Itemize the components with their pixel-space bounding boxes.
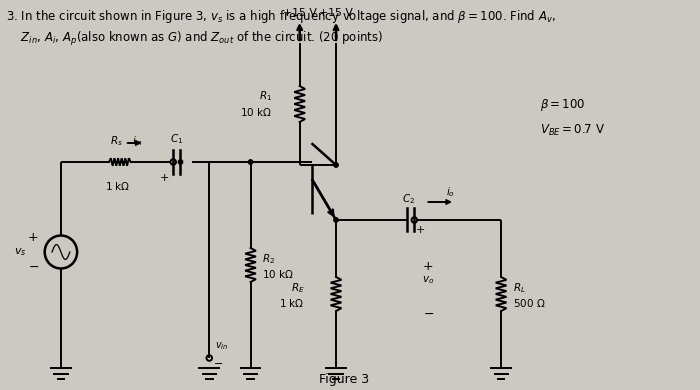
Circle shape xyxy=(334,218,338,222)
Text: 1 k$\Omega$: 1 k$\Omega$ xyxy=(105,180,131,192)
Text: $R_E$: $R_E$ xyxy=(290,281,304,295)
Text: $Z_{in}$, $A_i$, $A_p$(also known as $G$) and $Z_{out}$ of the circuit. (20 poin: $Z_{in}$, $A_i$, $A_p$(also known as $G$… xyxy=(6,30,383,48)
Circle shape xyxy=(248,160,253,164)
Text: $i_o$: $i_o$ xyxy=(445,185,454,199)
Text: $\beta =100$: $\beta =100$ xyxy=(540,97,586,113)
Text: +: + xyxy=(28,232,38,245)
Text: $i_{in}$: $i_{in}$ xyxy=(132,134,143,148)
Text: 500 $\Omega$: 500 $\Omega$ xyxy=(513,297,545,309)
Text: $V_{BE} =0.7$ V: $V_{BE} =0.7$ V xyxy=(540,122,606,138)
Text: $v_o$: $v_o$ xyxy=(422,274,435,286)
Text: $R_2$: $R_2$ xyxy=(262,252,275,266)
Text: 1 k$\Omega$: 1 k$\Omega$ xyxy=(279,297,304,309)
Text: $R_1$: $R_1$ xyxy=(259,89,272,103)
Text: +: + xyxy=(423,259,434,273)
Text: +15 V: +15 V xyxy=(319,8,353,18)
Text: +: + xyxy=(416,225,425,235)
Text: $v_s$: $v_s$ xyxy=(14,246,27,258)
Text: $-$: $-$ xyxy=(214,357,223,367)
Text: $-$: $-$ xyxy=(28,259,39,273)
Text: 10 k$\Omega$: 10 k$\Omega$ xyxy=(240,106,272,118)
Text: +15 V: +15 V xyxy=(283,8,316,18)
Circle shape xyxy=(334,163,338,167)
Text: 3. In the circuit shown in Figure 3, $v_s$ is a high frequency voltage signal, a: 3. In the circuit shown in Figure 3, $v_… xyxy=(6,8,556,25)
Text: $C_1$: $C_1$ xyxy=(170,132,183,146)
Text: $C_2$: $C_2$ xyxy=(402,192,415,206)
Text: $-$: $-$ xyxy=(423,307,434,319)
Text: $v_{in}$: $v_{in}$ xyxy=(215,340,229,352)
Text: Figure 3: Figure 3 xyxy=(318,373,369,386)
Circle shape xyxy=(178,160,183,164)
Text: $R_L$: $R_L$ xyxy=(513,281,526,295)
Text: +: + xyxy=(160,173,169,183)
Text: $R_s$: $R_s$ xyxy=(110,134,123,148)
Text: 10 k$\Omega$: 10 k$\Omega$ xyxy=(262,268,294,280)
